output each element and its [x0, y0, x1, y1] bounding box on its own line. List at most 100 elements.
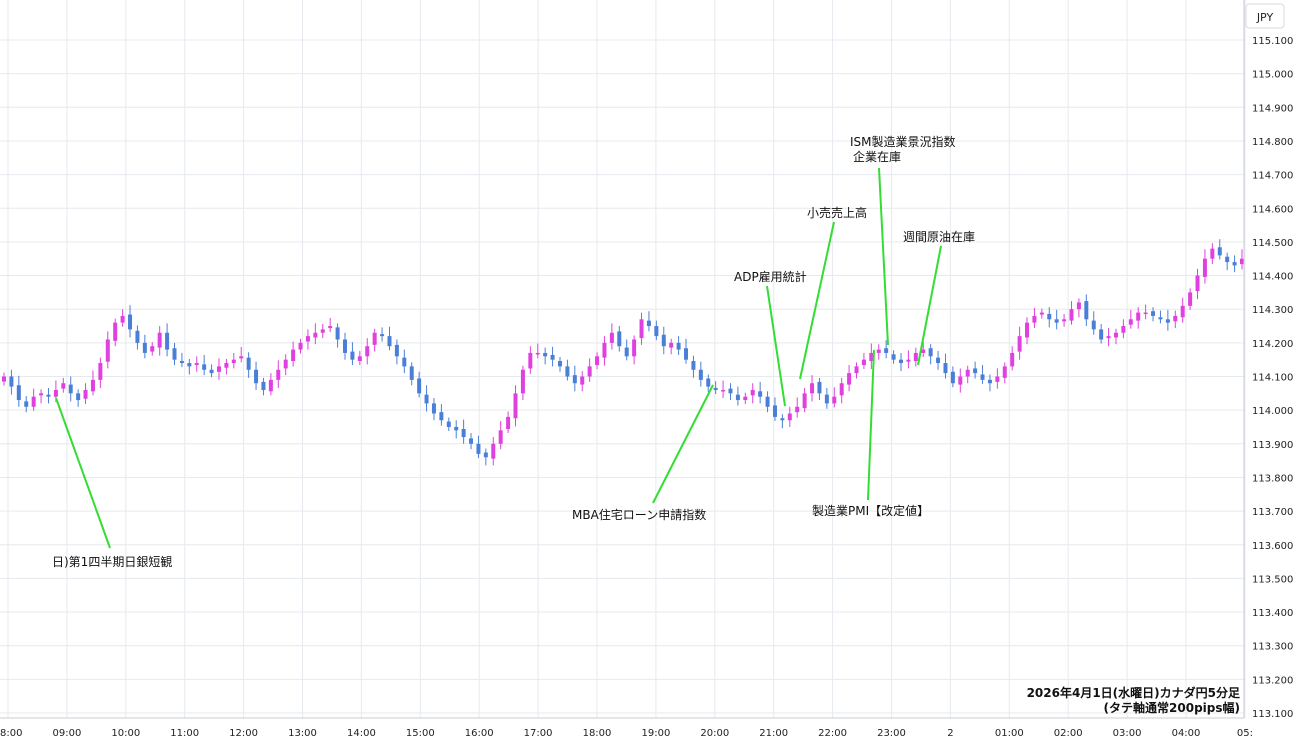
time-tick-label: 17:00: [524, 728, 553, 739]
candle-body: [179, 361, 184, 364]
price-tick-label: 113.500: [1252, 574, 1293, 585]
price-tick-label: 114.300: [1252, 305, 1293, 316]
candle-body: [483, 452, 488, 458]
candle-body: [795, 406, 800, 413]
candle-body: [39, 393, 44, 396]
candle-body: [995, 376, 1000, 382]
candle-body: [1195, 275, 1200, 292]
candle-body: [973, 368, 978, 374]
time-tick-label: 18:00: [583, 728, 612, 739]
time-tick-label: 03:00: [1113, 728, 1142, 739]
candle-body: [624, 347, 629, 357]
time-tick-label: 04:00: [1172, 728, 1201, 739]
candle-body: [394, 344, 399, 357]
candle-body: [1232, 262, 1237, 266]
candle-body: [372, 332, 377, 345]
candle-body: [980, 374, 985, 380]
time-tick-label: 13:00: [288, 728, 317, 739]
candle-body: [150, 346, 155, 352]
price-tick-label: 113.800: [1252, 473, 1293, 484]
candle-body: [758, 391, 763, 397]
time-tick-label: 22:00: [818, 728, 847, 739]
candle-body: [587, 366, 592, 377]
candle-body: [439, 412, 444, 421]
candle-body: [646, 320, 651, 327]
candle-body: [928, 348, 933, 357]
candle-body: [1113, 332, 1118, 338]
annotation-label: 週間原油在庫: [903, 230, 975, 244]
candle-body: [869, 352, 874, 362]
candle-body: [1217, 247, 1222, 256]
candle-body: [1106, 336, 1111, 339]
annotation-label: ADP雇用統計: [734, 269, 807, 284]
candle-body: [1091, 320, 1096, 330]
candle-body: [557, 361, 562, 367]
candle-body: [891, 354, 896, 360]
time-tick-label: 12:00: [229, 728, 258, 739]
candle-body: [61, 383, 66, 389]
price-tick-label: 114.100: [1252, 373, 1293, 384]
candle-body: [83, 389, 88, 399]
candles: [2, 239, 1244, 466]
candle-body: [602, 342, 607, 358]
candle-body: [543, 352, 548, 357]
candle-body: [1054, 319, 1059, 323]
candle-body: [2, 376, 6, 382]
candle-body: [172, 348, 177, 360]
time-tick-labels: 8:00 09:00 10:00 11:00 12:00 13:00 14:00 15:00 1…: [0, 728, 1253, 739]
annotation-line: [878, 167, 889, 346]
candle-body: [884, 348, 889, 353]
candle-body: [261, 381, 266, 390]
candle-body: [105, 339, 110, 362]
price-tick-label: 114.800: [1252, 137, 1293, 148]
candle-body: [1062, 319, 1067, 322]
candle-body: [1047, 313, 1052, 320]
candle-body: [387, 336, 392, 347]
candle-body: [535, 352, 540, 355]
candle-body: [239, 356, 244, 359]
candle-body: [735, 394, 740, 401]
candle-body: [728, 388, 733, 394]
price-tick-label: 113.200: [1252, 675, 1293, 686]
candle-body: [224, 363, 229, 368]
candle-body: [550, 354, 555, 360]
candle-body: [335, 327, 340, 340]
price-tick-label: 113.900: [1252, 440, 1293, 451]
candle-body: [1128, 319, 1133, 325]
candle-body: [513, 393, 518, 419]
candle-body: [320, 329, 325, 333]
candle-body: [802, 393, 807, 409]
candle-body: [254, 369, 259, 384]
price-tick-label: 114.400: [1252, 272, 1293, 283]
candle-body: [46, 394, 51, 397]
candle-body: [246, 357, 251, 370]
candle-body: [780, 418, 785, 421]
candle-body: [817, 381, 822, 394]
candle-body: [409, 366, 414, 380]
candle-body: [654, 326, 659, 337]
candle-body: [1240, 258, 1244, 265]
candle-body: [53, 389, 58, 397]
candle-body: [1025, 322, 1030, 338]
annotation-label: ISM製造業景況指数: [850, 134, 956, 149]
candle-body: [572, 375, 577, 384]
candle-body: [1076, 302, 1081, 310]
candle-body: [810, 383, 815, 394]
price-tick-label: 115.100: [1252, 36, 1293, 47]
candle-body: [268, 379, 273, 392]
candle-body: [1173, 315, 1178, 322]
candle-body: [194, 363, 199, 366]
candle-body: [706, 378, 711, 387]
candle-body: [1188, 292, 1193, 306]
price-tick-label: 114.900: [1252, 103, 1293, 114]
candle-body: [291, 349, 296, 362]
candle-body: [90, 379, 95, 392]
candle-body: [832, 396, 837, 404]
candle-body: [847, 373, 852, 385]
candle-body: [765, 396, 770, 407]
candle-body: [913, 352, 918, 362]
time-tick-label: 02:00: [1054, 728, 1083, 739]
annotations: 日)第1四半期日銀短観 MBA住宅ローン申請指数 ADP雇用統計 小売売上高 ISM製造…: [52, 134, 975, 569]
price-tick-label: 113.400: [1252, 608, 1293, 619]
candle-body: [165, 332, 170, 350]
